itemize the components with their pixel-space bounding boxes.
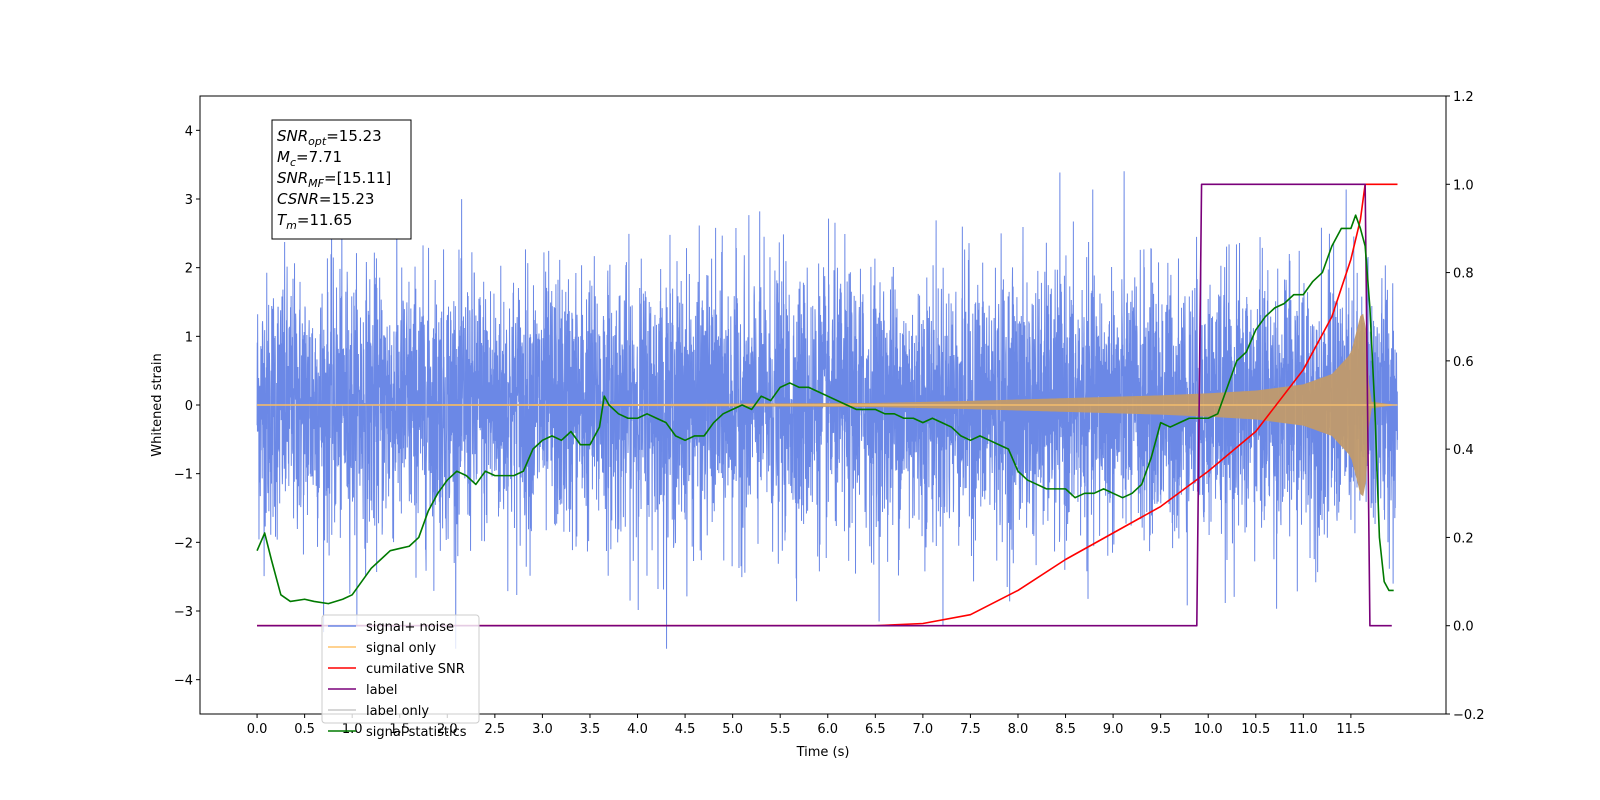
x-tick-label: 6.0 bbox=[817, 722, 838, 737]
annotation-subscript: opt bbox=[308, 135, 327, 148]
stats-annotation-box: SNRopt=15.23Mc=7.71SNRMF=[15.11]CSNR=15.… bbox=[271, 119, 412, 240]
y-tick-label: −1 bbox=[174, 468, 193, 483]
legend-entry-label: label bbox=[366, 683, 397, 698]
y2-tick-label: 1.0 bbox=[1453, 178, 1474, 193]
annotation-subscript: m bbox=[286, 219, 297, 232]
legend-entry-label: signal+ noise bbox=[366, 620, 454, 635]
x-tick-label: 4.5 bbox=[675, 722, 696, 737]
x-tick-label: 0.5 bbox=[294, 722, 315, 737]
y2-tick-label: 0.2 bbox=[1453, 531, 1474, 546]
x-axis-label: Time (s) bbox=[796, 745, 850, 760]
y2-tick-label: 0.0 bbox=[1453, 620, 1474, 635]
y-tick-label: 2 bbox=[185, 262, 193, 277]
x-axis: 0.0 0.5 1.0 1.5 2.0 2.5 3.0 3.5 4.0 4.5 5.0 5.5 6.0 6… bbox=[247, 714, 1365, 737]
y2-tick-label: 0.4 bbox=[1453, 443, 1474, 458]
annotation-subscript: c bbox=[290, 156, 296, 169]
y2-tick-label: 0.8 bbox=[1453, 267, 1474, 282]
y-tick-label: −3 bbox=[174, 605, 193, 620]
x-tick-label: 3.0 bbox=[532, 722, 553, 737]
x-tick-label: 9.5 bbox=[1150, 722, 1171, 737]
annotation-symbol: SNR bbox=[277, 127, 308, 145]
annotation-line: SNRopt=15.23 bbox=[277, 127, 382, 148]
annotation-symbol: SNR bbox=[277, 169, 308, 187]
x-tick-label: 3.5 bbox=[580, 722, 601, 737]
series-label-line bbox=[257, 183, 1392, 627]
annotation-line: Tm=11.65 bbox=[277, 211, 352, 232]
legend-entry-label: signal statistics bbox=[366, 725, 467, 740]
x-tick-label: 0.0 bbox=[247, 722, 268, 737]
y2-tick-label: 0.6 bbox=[1453, 355, 1474, 370]
y-tick-label: 4 bbox=[185, 124, 193, 139]
x-tick-label: 5.0 bbox=[722, 722, 743, 737]
x-tick-label: 8.5 bbox=[1055, 722, 1076, 737]
x-tick-label: 4.0 bbox=[627, 722, 648, 737]
x-tick-label: 7.0 bbox=[913, 722, 934, 737]
y-tick-label: 3 bbox=[185, 193, 193, 208]
x-tick-label: 2.5 bbox=[485, 722, 506, 737]
x-tick-label: 11.0 bbox=[1289, 722, 1318, 737]
annotation-frame bbox=[271, 119, 412, 240]
x-tick-label: 2.0 bbox=[437, 722, 458, 737]
x-tick-label: 6.5 bbox=[865, 722, 886, 737]
annotation-value: =15.23 bbox=[319, 190, 375, 208]
x-tick-label: 5.5 bbox=[770, 722, 791, 737]
y2-tick-label: −0.2 bbox=[1453, 708, 1485, 723]
x-tick-label: 7.5 bbox=[960, 722, 981, 737]
y-axis-left: −4 −3 −2 −1 0 1 2 3 4 bbox=[174, 124, 200, 689]
y-axis-right: −0.2 0.0 0.2 0.4 0.6 0.8 1.0 1.2 bbox=[1446, 90, 1485, 723]
annotation-symbol: CSNR bbox=[277, 190, 319, 208]
x-tick-label: 1.5 bbox=[389, 722, 410, 737]
plot-area bbox=[256, 171, 1398, 649]
y2-tick-label: 1.2 bbox=[1453, 90, 1474, 105]
series-signal-statistics-line bbox=[256, 214, 1394, 605]
x-tick-label: 11.5 bbox=[1336, 722, 1365, 737]
y-tick-label: 1 bbox=[185, 330, 193, 345]
x-tick-label: 8.0 bbox=[1008, 722, 1029, 737]
annotation-line: SNRMF=[15.11] bbox=[277, 169, 391, 190]
y-tick-label: −2 bbox=[174, 536, 193, 551]
legend: signal+ noise signal only cumilative SNR la… bbox=[321, 614, 480, 740]
annotation-line: CSNR=15.23 bbox=[277, 190, 374, 208]
y-tick-label: 0 bbox=[185, 399, 193, 414]
annotation-subscript: MF bbox=[308, 177, 324, 190]
x-tick-label: 1.0 bbox=[342, 722, 363, 737]
x-tick-label: 10.5 bbox=[1241, 722, 1270, 737]
annotation-symbol: M bbox=[277, 148, 290, 166]
x-tick-label: 10.0 bbox=[1194, 722, 1223, 737]
annotation-value: =11.65 bbox=[297, 211, 353, 229]
x-tick-label: 9.0 bbox=[1103, 722, 1124, 737]
y-tick-label: −4 bbox=[174, 674, 193, 689]
annotation-line: Mc=7.71 bbox=[277, 148, 342, 169]
annotation-symbol: T bbox=[277, 211, 288, 229]
legend-entry-label: signal only bbox=[366, 641, 436, 656]
legend-entry-label: label only bbox=[366, 704, 429, 719]
annotation-value: =7.71 bbox=[296, 148, 342, 166]
annotation-value: =[15.11] bbox=[324, 169, 391, 187]
y-axis-label: Whitened strain bbox=[150, 353, 165, 456]
legend-entry-label: cumilative SNR bbox=[366, 662, 465, 677]
series-cumulative-snr-line bbox=[257, 183, 1398, 627]
legend-frame bbox=[321, 614, 480, 724]
annotation-value: =15.23 bbox=[326, 127, 382, 145]
